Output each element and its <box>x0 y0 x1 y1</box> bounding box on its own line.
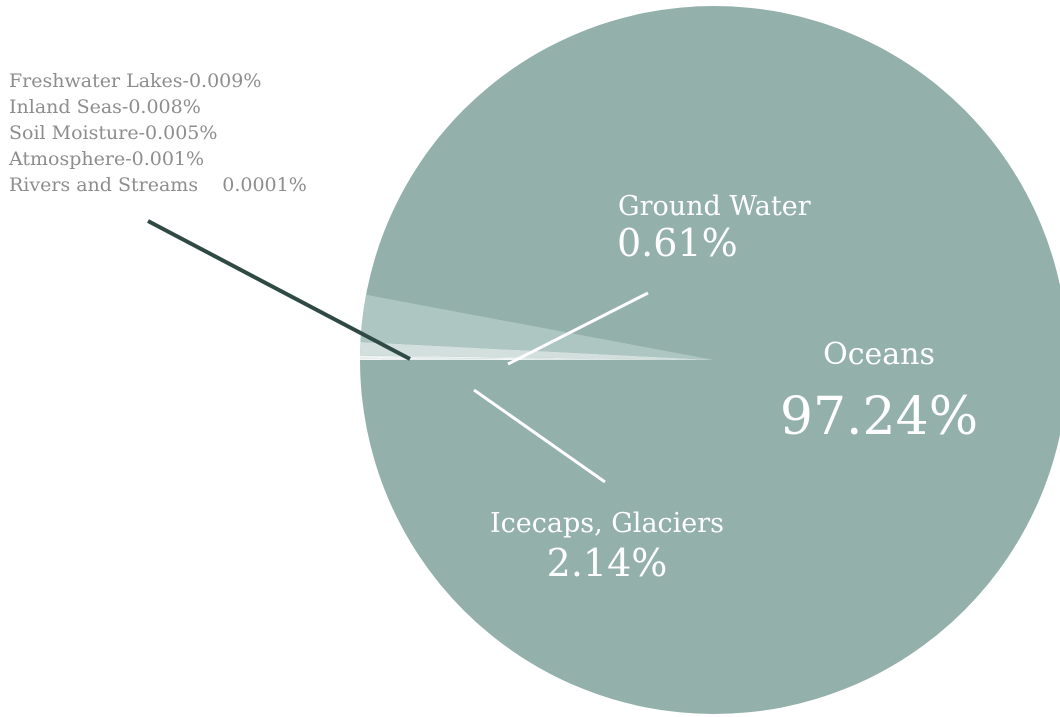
icecaps-label: Icecaps, Glaciers <box>490 508 724 539</box>
leader-line-ground-water <box>507 291 649 366</box>
slice-rivers-and-streams <box>360 355 714 360</box>
slice-atmosphere <box>360 356 714 360</box>
slice-soil-moisture <box>360 357 714 360</box>
oceans-label: Oceans <box>823 337 935 372</box>
slice-inland-seas <box>360 358 714 360</box>
minor-label-soil-moisture: Soil Moisture-0.005% <box>9 122 218 144</box>
icecaps-value: 2.14% <box>547 541 668 585</box>
slice-ground-water <box>360 342 714 360</box>
minor-label-freshwater-lakes: Freshwater Lakes-0.009% <box>9 70 262 92</box>
ground-water-label: Ground Water <box>618 191 811 222</box>
slice-icecaps-glaciers <box>360 294 714 360</box>
pie-slices <box>360 6 1060 714</box>
minor-label-inland-seas: Inland Seas-0.008% <box>9 96 201 118</box>
leader-line-minor <box>147 219 411 361</box>
minor-sources-legend: Freshwater Lakes-0.009% Inland Seas-0.00… <box>9 68 307 198</box>
minor-label-atmosphere: Atmosphere-0.001% <box>9 148 205 170</box>
minor-label-rivers-streams: Rivers and Streams 0.0001% <box>9 174 307 196</box>
oceans-value: 97.24% <box>780 387 978 447</box>
ground-water-value: 0.61% <box>617 221 738 265</box>
leader-line-icecaps <box>473 388 606 484</box>
slice-freshwater-lakes <box>360 359 714 360</box>
